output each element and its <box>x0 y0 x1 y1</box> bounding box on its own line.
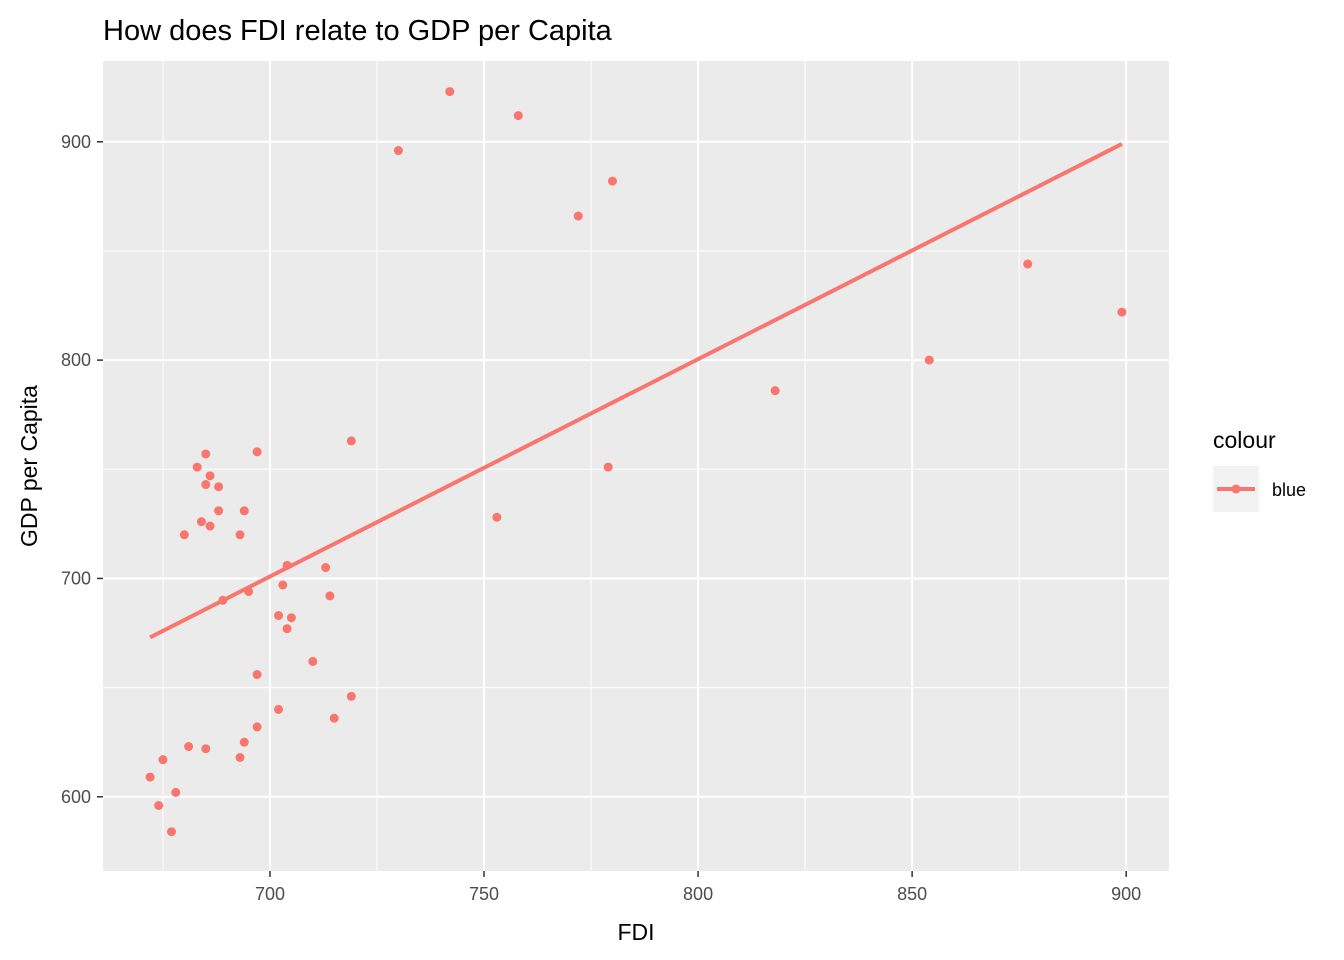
data-point <box>201 480 210 489</box>
data-point <box>158 755 167 764</box>
x-tick-label: 800 <box>683 884 713 904</box>
data-point <box>201 744 210 753</box>
data-point <box>167 827 176 836</box>
x-tick-label: 850 <box>897 884 927 904</box>
data-point <box>1023 260 1032 269</box>
data-point <box>1117 308 1126 317</box>
data-point <box>283 561 292 570</box>
data-point <box>321 563 330 572</box>
data-point <box>771 386 780 395</box>
data-point <box>193 463 202 472</box>
legend-key-point <box>1232 485 1241 494</box>
data-point <box>253 447 262 456</box>
data-point <box>206 522 215 531</box>
data-point <box>308 657 317 666</box>
data-point <box>214 482 223 491</box>
data-point <box>244 587 253 596</box>
data-point <box>253 670 262 679</box>
y-tick-label: 600 <box>61 787 91 807</box>
data-point <box>154 801 163 810</box>
chart-title: How does FDI relate to GDP per Capita <box>103 15 613 47</box>
x-tick-label: 700 <box>255 884 285 904</box>
data-point <box>604 463 613 472</box>
data-point <box>925 356 934 365</box>
data-point <box>235 753 244 762</box>
data-point <box>325 591 334 600</box>
data-point <box>274 611 283 620</box>
x-axis-ticks: 700 750 800 850 900 <box>255 871 1141 904</box>
y-tick-label: 900 <box>61 132 91 152</box>
data-point <box>514 111 523 120</box>
data-point <box>235 530 244 539</box>
data-point <box>240 506 249 515</box>
plot-panel <box>103 61 1169 871</box>
data-point <box>394 146 403 155</box>
data-point <box>184 742 193 751</box>
data-point <box>574 212 583 221</box>
legend: colour blue <box>1213 427 1306 512</box>
data-point <box>330 714 339 723</box>
legend-title: colour <box>1213 427 1276 453</box>
data-point <box>283 624 292 633</box>
x-tick-label: 900 <box>1111 884 1141 904</box>
data-point <box>445 87 454 96</box>
data-point <box>492 513 501 522</box>
data-point <box>347 436 356 445</box>
y-axis-ticks: 600 700 800 900 <box>61 132 103 807</box>
y-tick-label: 800 <box>61 350 91 370</box>
y-tick-label: 700 <box>61 568 91 588</box>
x-tick-label: 750 <box>469 884 499 904</box>
data-point <box>214 506 223 515</box>
data-point <box>146 773 155 782</box>
data-point <box>218 596 227 605</box>
data-point <box>180 530 189 539</box>
y-axis-title: GDP per Capita <box>16 385 42 547</box>
x-axis-title: FDI <box>617 919 654 945</box>
data-point <box>274 705 283 714</box>
data-point <box>287 613 296 622</box>
data-point <box>171 788 180 797</box>
scatter-chart: How does FDI relate to GDP per Capita 70… <box>0 0 1344 960</box>
data-point <box>608 177 617 186</box>
data-point <box>253 722 262 731</box>
data-point <box>347 692 356 701</box>
data-point <box>201 449 210 458</box>
data-point <box>240 738 249 747</box>
legend-label-blue: blue <box>1272 480 1306 500</box>
data-point <box>278 580 287 589</box>
data-point <box>197 517 206 526</box>
data-point <box>206 471 215 480</box>
